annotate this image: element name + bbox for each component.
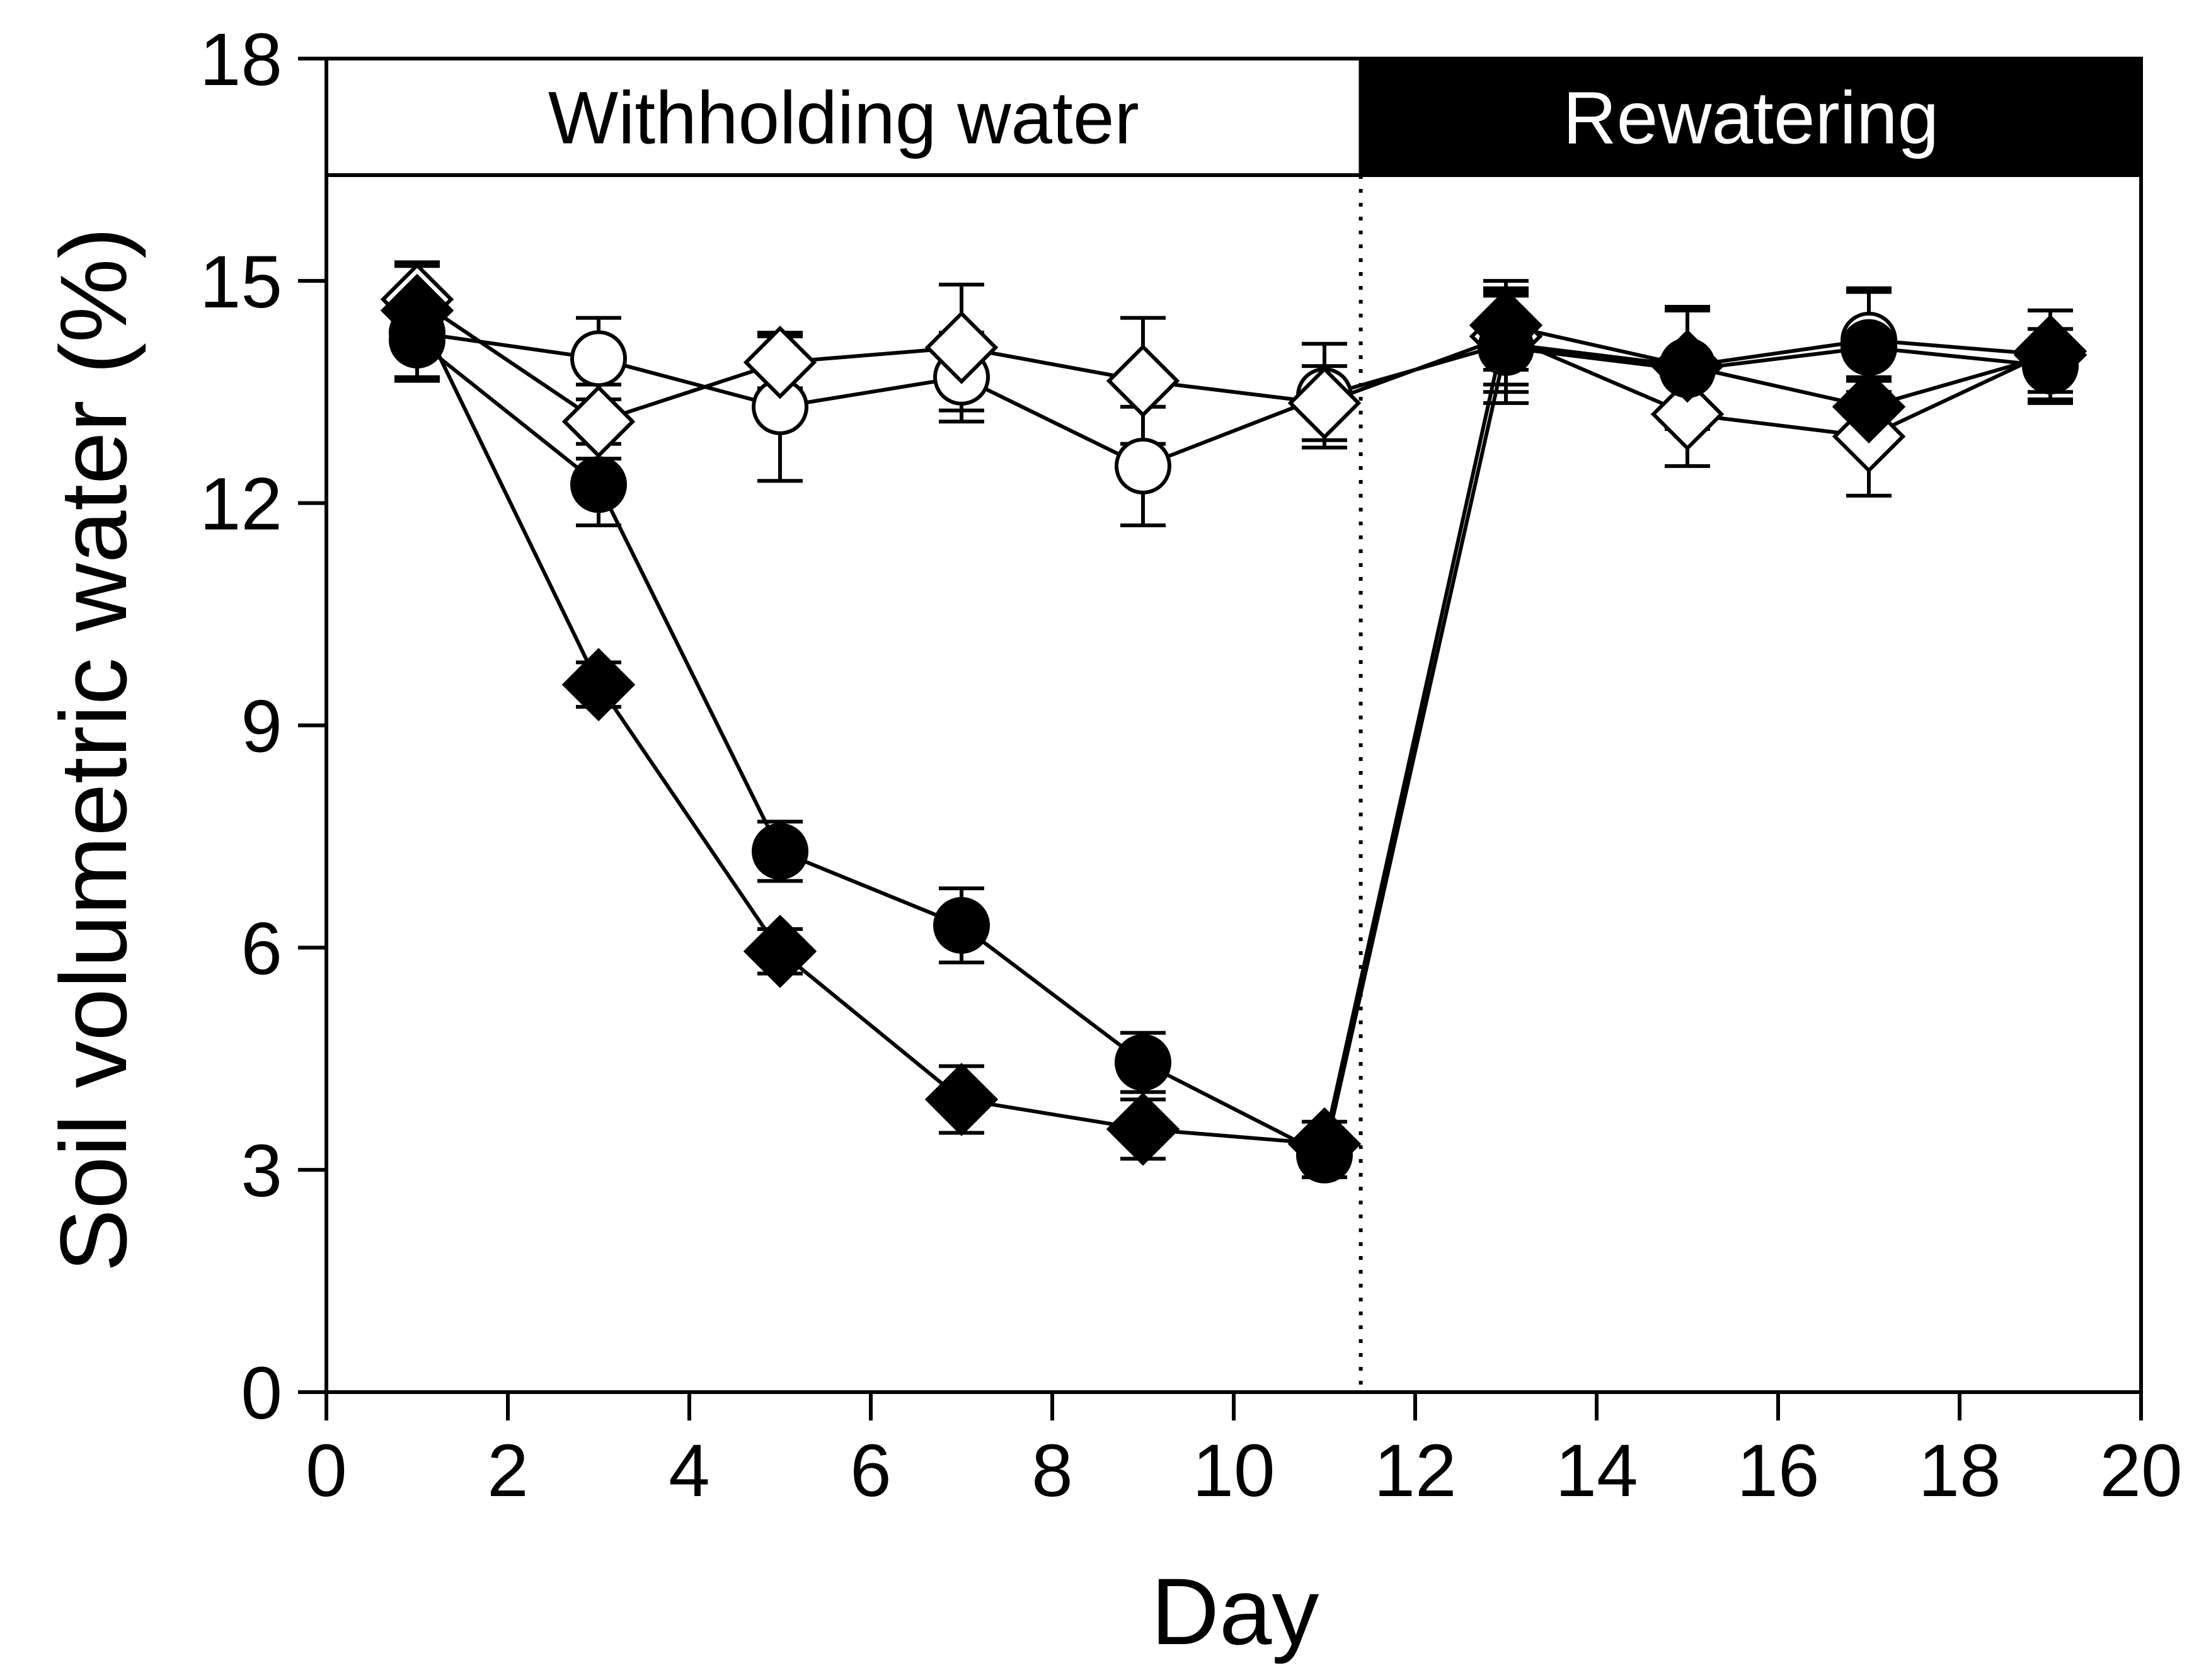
x-tick-label: 8 [1031,1429,1073,1512]
y-axis-title: Soil volumetric water (%) [40,227,146,1272]
series-line [416,338,2051,1158]
data-point-diamond [561,385,636,459]
phase-label-0: Withholding water [548,77,1139,160]
data-point-circle [1841,319,1897,376]
x-tick-label: 18 [1918,1429,2001,1512]
data-series [380,260,2088,1184]
data-point-diamond [2013,318,2088,392]
data-point-diamond [743,914,817,988]
x-tick-label: 6 [850,1429,892,1512]
data-point-diamond [1650,377,1725,451]
axes: 0 2 4 6 8 10 12 14 16 18 20 0 3 6 9 12 15 18 [200,18,2183,1512]
x-tick-label: 10 [1192,1429,1275,1512]
series-line [416,297,2052,438]
phase-label-1: Rewatering [1563,77,1939,160]
data-point-circle [1115,1034,1171,1091]
data-point-diamond [1469,289,1543,362]
x-tick-label: 12 [1374,1429,1456,1512]
data-point-diamond [1287,366,1362,440]
x-axis-title: Day [1151,1558,1319,1664]
data-point-diamond [924,1063,999,1136]
data-point-circle [570,330,627,387]
data-point-diamond [743,325,817,399]
data-point-diamond [1287,1107,1362,1181]
x-tick-label: 14 [1555,1429,1638,1512]
data-point-diamond [380,273,454,348]
data-point-diamond [924,311,999,384]
x-tick-label: 4 [669,1429,710,1512]
data-point-diamond [1106,344,1180,418]
x-tick-label: 0 [306,1429,347,1512]
phase-band: Withholding water Rewatering [324,57,2144,177]
y-tick-label: 3 [241,1129,282,1213]
y-tick-label: 9 [241,685,282,769]
phase-box-0 [324,57,1363,177]
data-point-circle [570,456,627,513]
y-tick-label: 12 [200,463,282,546]
y-tick-label: 18 [200,18,282,101]
markers-filled-diamond [380,273,2088,1181]
data-point-circle [1115,437,1171,494]
data-point-circle [933,897,990,954]
x-tick-label: 20 [2099,1429,2182,1512]
data-point-diamond [1832,370,1906,444]
x-tick-label: 16 [1737,1429,1819,1512]
phase-box-1 [1358,57,2144,177]
x-tick-label: 2 [487,1429,529,1512]
y-tick-label: 0 [241,1352,282,1435]
axis-labels: Day Soil volumetric water (%) [40,227,1319,1664]
data-point-diamond [561,648,636,722]
data-point-circle [752,823,808,880]
series-line [415,309,2051,1146]
series-line [416,331,2051,469]
data-point-diamond [1106,1092,1180,1166]
data-point-diamond [1650,329,1725,403]
y-tick-label: 15 [200,241,282,324]
y-tick-label: 6 [241,907,282,990]
